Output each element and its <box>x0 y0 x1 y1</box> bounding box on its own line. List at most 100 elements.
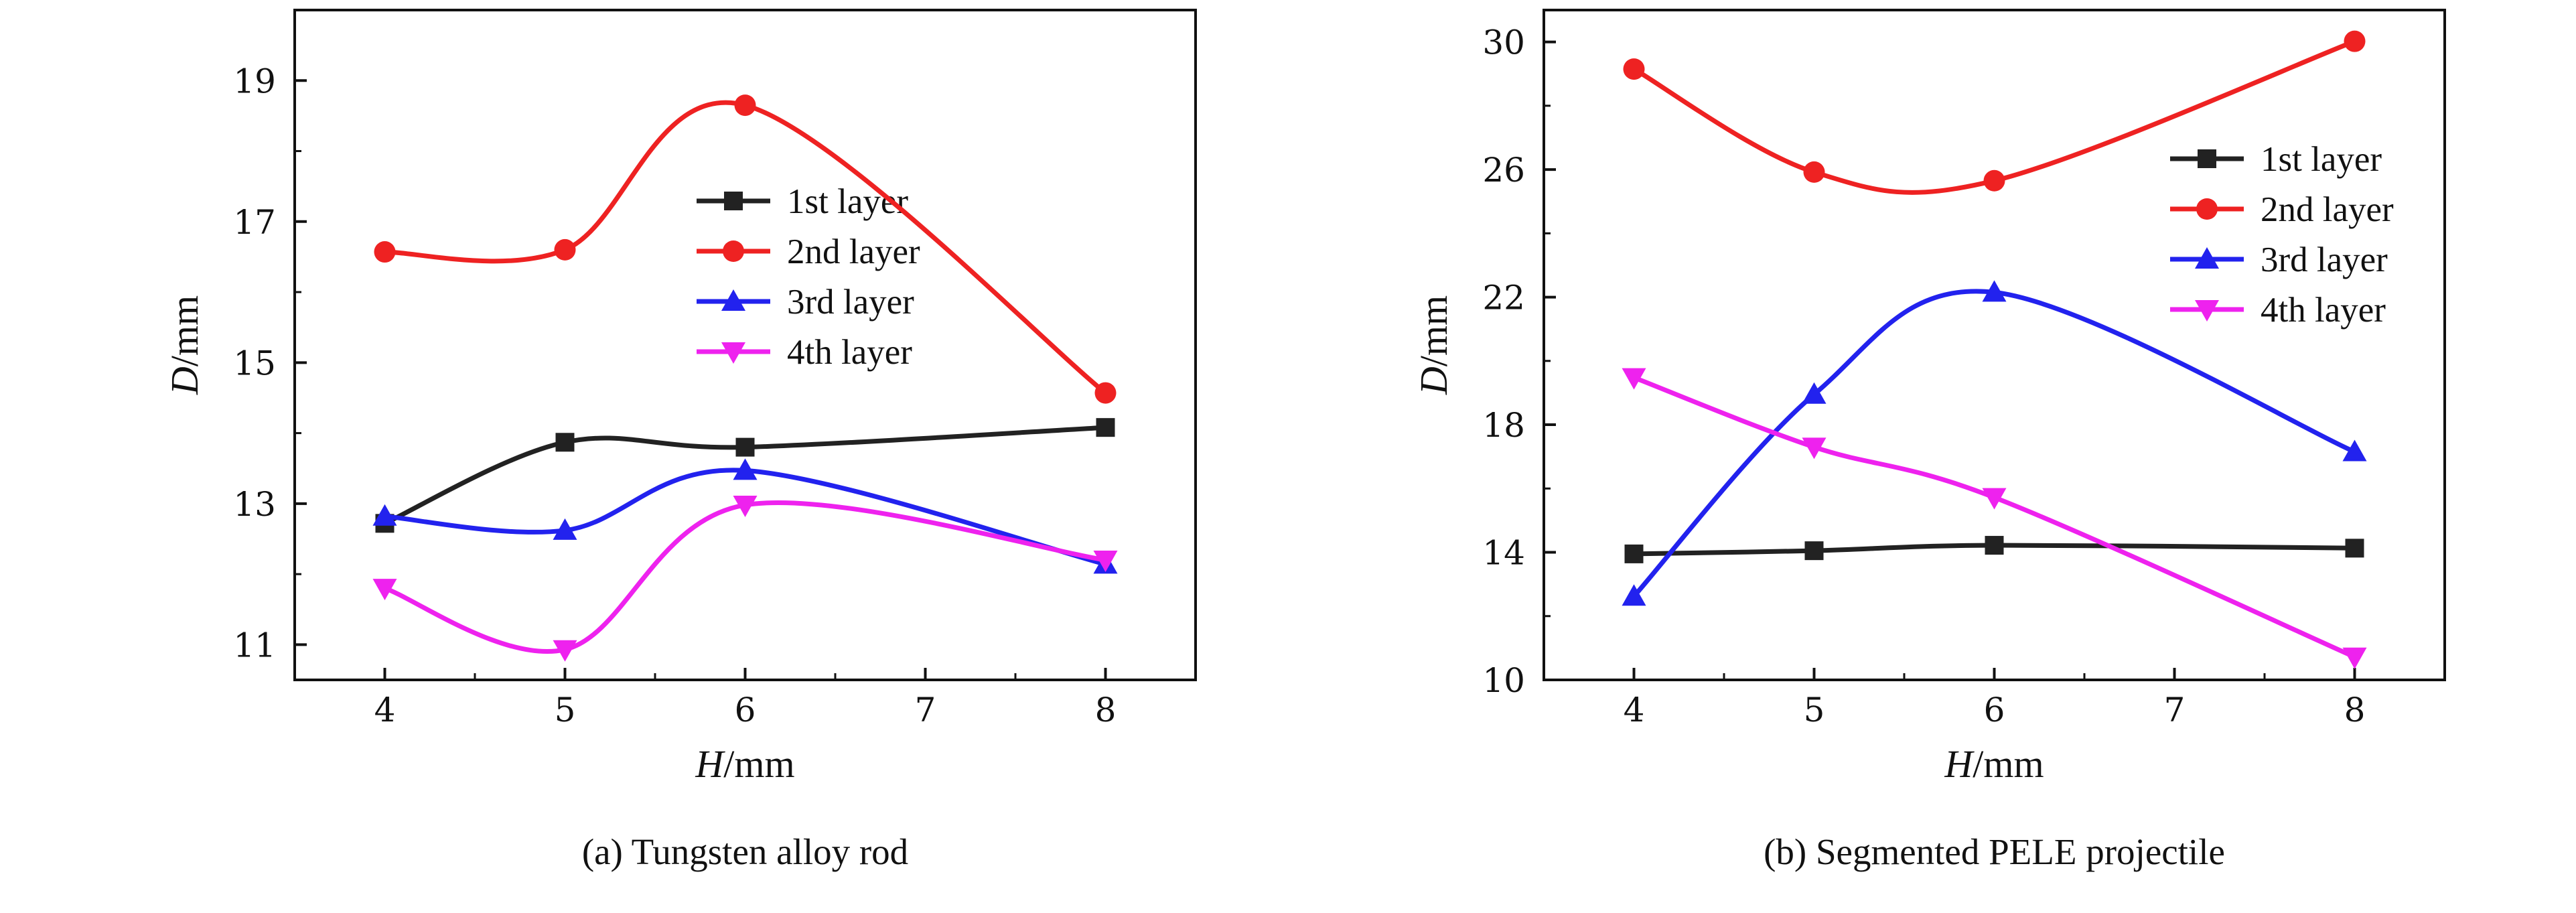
legend-marker <box>721 342 745 364</box>
x-axis-label: H/mm <box>1944 742 2044 786</box>
y-tick-label: 30 <box>1482 23 1525 62</box>
y-tick-label: 17 <box>233 203 276 242</box>
data-point <box>555 433 575 452</box>
data-point <box>1802 437 1827 460</box>
legend-marker <box>721 289 745 311</box>
legend-marker <box>2196 198 2218 220</box>
data-point <box>733 458 758 480</box>
data-point <box>1982 488 2007 510</box>
data-point <box>2345 539 2364 558</box>
y-tick-label: 11 <box>233 626 276 664</box>
data-point <box>372 504 397 526</box>
y-tick-label: 19 <box>233 62 276 100</box>
data-point <box>733 495 758 517</box>
y-axis-label: D/mm <box>1412 295 1455 395</box>
legend-entry: 2nd layer <box>697 232 920 271</box>
x-tick-label: 6 <box>1984 691 2005 729</box>
x-axis-var: H <box>1944 742 1975 786</box>
y-axis-var: D <box>163 366 206 395</box>
legend-entry: 3rd layer <box>2170 240 2388 279</box>
series-line <box>1634 543 2355 557</box>
legend-marker <box>723 240 744 262</box>
series-3 <box>1622 280 2367 606</box>
legend-label: 4th layer <box>787 333 912 372</box>
x-tick-label: 6 <box>735 691 756 729</box>
x-axis-unit: /mm <box>723 742 794 786</box>
data-point <box>554 238 576 261</box>
y-tick-label: 26 <box>1482 151 1525 190</box>
legend-entry: 4th layer <box>2170 291 2386 330</box>
x-tick-label: 5 <box>1804 691 1825 729</box>
series-line <box>384 500 1106 654</box>
data-point <box>553 518 577 540</box>
legend-label: 3rd layer <box>2261 240 2388 279</box>
y-tick-label: 18 <box>1482 406 1525 445</box>
series-line <box>384 468 1106 567</box>
data-point <box>1985 536 2004 555</box>
x-tick-label: 4 <box>1624 691 1645 729</box>
data-point <box>374 241 396 263</box>
series-line <box>1633 375 2356 659</box>
x-axis-label: H/mm <box>695 742 794 786</box>
data-point <box>372 579 397 601</box>
data-point <box>1093 551 1118 573</box>
series-line <box>384 425 1106 526</box>
series-2 <box>374 94 1117 404</box>
legend-marker <box>724 192 743 210</box>
data-point <box>1803 161 1825 183</box>
legend-label: 2nd layer <box>787 232 920 271</box>
series-4 <box>1622 368 2367 669</box>
legend-entry: 1st layer <box>697 182 908 221</box>
legend-entry: 4th layer <box>697 333 912 372</box>
data-point <box>1096 418 1115 437</box>
chart-caption: (a) Tungsten alloy rod <box>582 831 908 872</box>
x-axis-var: H <box>695 742 725 786</box>
series-line <box>384 100 1107 395</box>
x-tick-label: 7 <box>2164 691 2186 729</box>
series-line <box>1632 289 2356 598</box>
y-tick-label: 22 <box>1482 279 1525 318</box>
data-point <box>1802 382 1827 404</box>
y-axis-unit: /mm <box>1412 295 1455 366</box>
legend-label: 3rd layer <box>787 283 914 322</box>
data-point <box>2342 439 2367 462</box>
legend-label: 4th layer <box>2261 291 2386 330</box>
data-point <box>1622 368 1646 390</box>
data-point <box>2342 647 2367 669</box>
legend-entry: 1st layer <box>2170 140 2382 179</box>
data-point <box>1623 58 1645 80</box>
data-point <box>1982 280 2007 302</box>
plot-frame <box>1543 9 2446 681</box>
data-point <box>2344 30 2366 52</box>
legend-entry: 2nd layer <box>2170 190 2394 229</box>
y-tick-label: 14 <box>1482 534 1525 573</box>
x-tick-label: 8 <box>1095 691 1117 729</box>
legend-marker <box>2198 149 2216 168</box>
series-line <box>1632 39 2356 195</box>
y-axis-unit: /mm <box>163 295 206 366</box>
x-tick-label: 5 <box>555 691 576 729</box>
data-point <box>1624 544 1644 563</box>
series-2 <box>1623 30 2366 195</box>
x-axis-unit: /mm <box>1973 742 2044 786</box>
legend-marker <box>2195 300 2219 322</box>
legend-label: 1st layer <box>2261 140 2382 179</box>
y-tick-label: 10 <box>1482 661 1525 700</box>
chart-caption: (b) Segmented PELE projectile <box>1764 831 2225 872</box>
data-point <box>734 94 756 117</box>
legend-entry: 3rd layer <box>697 283 914 322</box>
y-axis-label: D/mm <box>163 295 206 395</box>
data-point <box>1622 584 1646 606</box>
x-tick-label: 7 <box>915 691 936 729</box>
legend-label: 1st layer <box>787 182 908 221</box>
y-tick-label: 13 <box>233 485 276 524</box>
data-point <box>735 437 755 457</box>
x-tick-label: 4 <box>374 691 396 729</box>
data-point <box>1094 382 1117 404</box>
y-axis-var: D <box>1412 366 1455 395</box>
data-point <box>1804 541 1824 561</box>
data-point <box>1983 169 2005 192</box>
